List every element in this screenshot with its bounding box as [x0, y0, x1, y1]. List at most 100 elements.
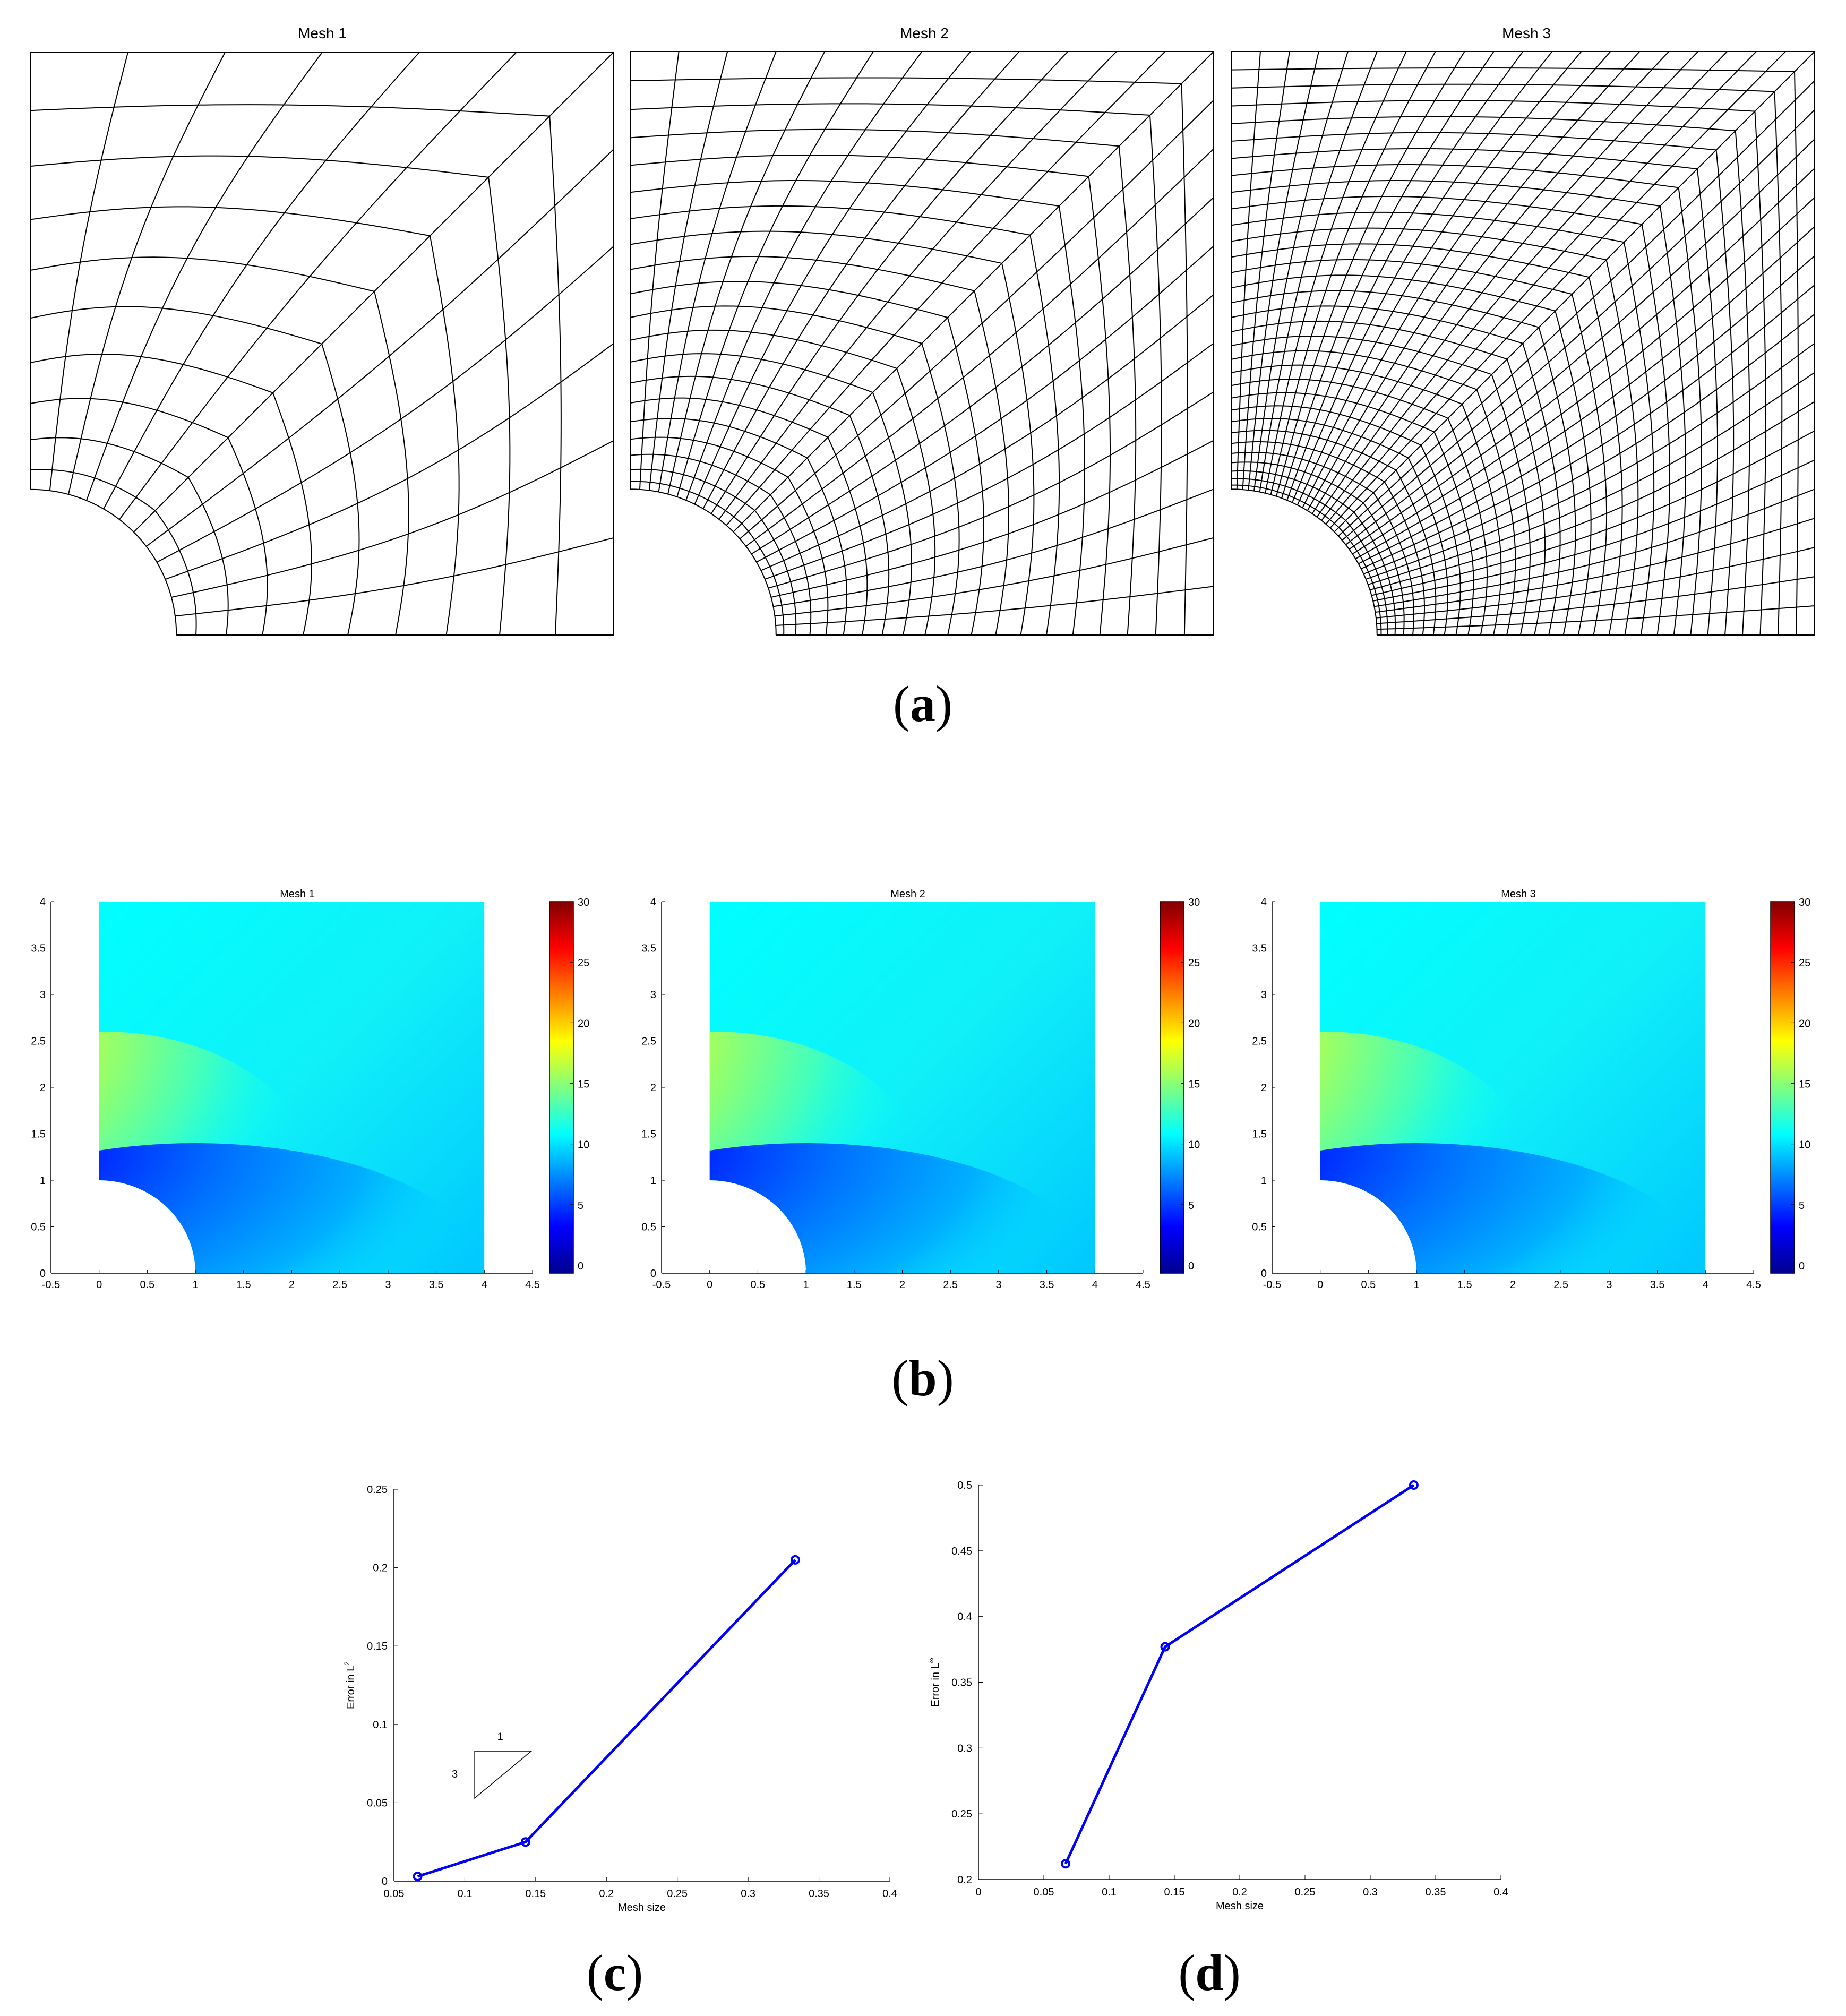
x-tick-label: 4: [1703, 1279, 1708, 1291]
slope-run-label: 1: [497, 1731, 503, 1743]
mesh-arc-line: [630, 128, 1137, 636]
mesh-radial-line: [773, 488, 1214, 607]
mesh-radial-line: [676, 51, 874, 497]
x-tick-label: 0.4: [1493, 1886, 1508, 1898]
y-tick-label: 1: [650, 1175, 656, 1187]
mesh-radial-line: [1342, 109, 1815, 541]
y-tick-label: 2: [650, 1082, 656, 1094]
mesh-arc-line: [1231, 274, 1592, 636]
colorbar-tick-label: 25: [1188, 957, 1200, 969]
mesh-arc-line: [30, 437, 229, 636]
mesh-radial-line: [639, 51, 680, 490]
y-tick-label: 4: [650, 896, 656, 908]
x-axis-label: Mesh size: [618, 1902, 666, 1914]
svg-text:(b): (b): [891, 1350, 954, 1406]
mesh-arc-line: [1231, 67, 1799, 636]
mesh-radial-line: [103, 52, 420, 509]
x-tick-label: 0: [707, 1279, 712, 1291]
mesh-arc-line: [1231, 148, 1719, 636]
mesh-arc-line: [1231, 290, 1576, 636]
y-tick-label: 3.5: [1252, 943, 1267, 955]
mesh-arc-line: [1231, 478, 1388, 636]
x-tick-label: 2: [899, 1279, 905, 1291]
mesh-radial-line: [1297, 51, 1582, 505]
mesh-radial-line: [1372, 459, 1815, 602]
y-tick-label: 0.45: [951, 1546, 972, 1557]
contour-field: [1320, 902, 1706, 1273]
colorbar-tick-label: 30: [1188, 897, 1200, 908]
y-tick-label: 0.25: [951, 1808, 972, 1820]
mesh-arc-line: [630, 468, 797, 636]
mesh-radial-line: [1376, 576, 1815, 624]
y-tick-label: 0.2: [373, 1563, 388, 1574]
x-tick-label: 2.5: [332, 1279, 347, 1291]
mesh-arc-line: [630, 154, 1111, 636]
x-tick-label: -0.5: [42, 1279, 60, 1291]
mesh-radial-line: [648, 51, 728, 491]
x-tick-label: 0.25: [667, 1888, 688, 1900]
y-axis-label: Error in L∞: [927, 1658, 941, 1706]
data-point: [791, 1555, 801, 1565]
y-tick-label: 4: [1261, 896, 1267, 908]
x-tick-label: 0.15: [1164, 1886, 1185, 1898]
panel-label-d: (d): [1178, 1944, 1240, 2001]
mesh-arc-line: [630, 205, 1060, 636]
x-tick-label: 0.25: [1295, 1886, 1316, 1898]
y-tick-label: 3: [650, 989, 656, 1001]
mesh-radial-line: [702, 51, 1020, 509]
colorbar-tick-label: 0: [1188, 1260, 1194, 1272]
colorbar-tick-label: 15: [578, 1079, 589, 1091]
mesh-radial-line: [1325, 51, 1757, 525]
y-axis-label-sup: ∞: [927, 1658, 935, 1663]
mesh-radial-line: [1248, 51, 1319, 491]
y-tick-label: 0.3: [957, 1743, 972, 1754]
contour-field: [99, 902, 485, 1273]
y-tick-label: 2.5: [1252, 1036, 1267, 1048]
slope-triangle: [474, 1751, 533, 1799]
x-tick-label: 0.3: [1363, 1886, 1378, 1898]
x-tick-label: 2: [289, 1279, 295, 1291]
x-tick-label: 0.5: [1361, 1279, 1376, 1291]
mesh-arc-line: [630, 103, 1162, 636]
y-tick-label: 0.5: [957, 1480, 972, 1491]
x-tick-label: 1: [1414, 1279, 1420, 1291]
x-tick-label: 3: [385, 1279, 391, 1291]
x-tick-label: 0.5: [140, 1279, 154, 1291]
mesh-arc-line: [1231, 441, 1425, 636]
mesh-arc-line: [630, 436, 829, 636]
colorbar-tick-label: 25: [578, 957, 589, 969]
x-tick-label: 0.3: [741, 1888, 755, 1900]
x-tick-label: 1: [803, 1279, 809, 1291]
x-tick-label: 3.5: [429, 1279, 444, 1291]
mesh-arc-line: [1231, 227, 1639, 636]
mesh-radial-line: [1375, 518, 1815, 613]
series-line: [1064, 1483, 1415, 1865]
x-tick-label: 2.5: [1553, 1279, 1568, 1291]
x-tick-label: 4.5: [1136, 1279, 1150, 1291]
field-cold-zone: [709, 1143, 1095, 1273]
mesh-radial-line: [49, 52, 128, 491]
colorbar: [1160, 901, 1184, 1274]
y-tick-label: 0.15: [367, 1641, 388, 1652]
colorbar-tick-label: 5: [1188, 1200, 1194, 1212]
field-cold-zone: [1320, 1143, 1706, 1273]
svg-text:(d): (d): [1178, 1944, 1240, 2001]
y-tick-label: 0.05: [367, 1797, 388, 1809]
mesh-arc-line: [630, 329, 936, 636]
panel-letter-b: b: [908, 1350, 937, 1406]
slope-rise-label: 3: [452, 1769, 458, 1780]
colorbar-tick-label: 15: [1799, 1079, 1810, 1091]
mesh-arc-line: [630, 375, 890, 636]
contour-plot-1: Mesh 1 -0.5 0 0.5 1 1.5 2 2.5 3 3.5 4 4.500.511.52…: [31, 888, 589, 1291]
mesh-title-3: Mesh 3: [1502, 25, 1551, 41]
y-tick-label: 0.35: [951, 1677, 972, 1689]
mesh-arc-line: [1231, 180, 1686, 636]
y-tick-label: 2: [1261, 1082, 1267, 1094]
x-tick-label: -0.5: [652, 1279, 671, 1291]
x-tick-label: 4: [482, 1279, 487, 1291]
y-tick-label: 4: [40, 896, 46, 908]
mesh-arc-line: [1231, 100, 1766, 636]
y-tick-label: 0.1: [373, 1719, 388, 1731]
y-tick-label: 0.25: [367, 1484, 388, 1496]
